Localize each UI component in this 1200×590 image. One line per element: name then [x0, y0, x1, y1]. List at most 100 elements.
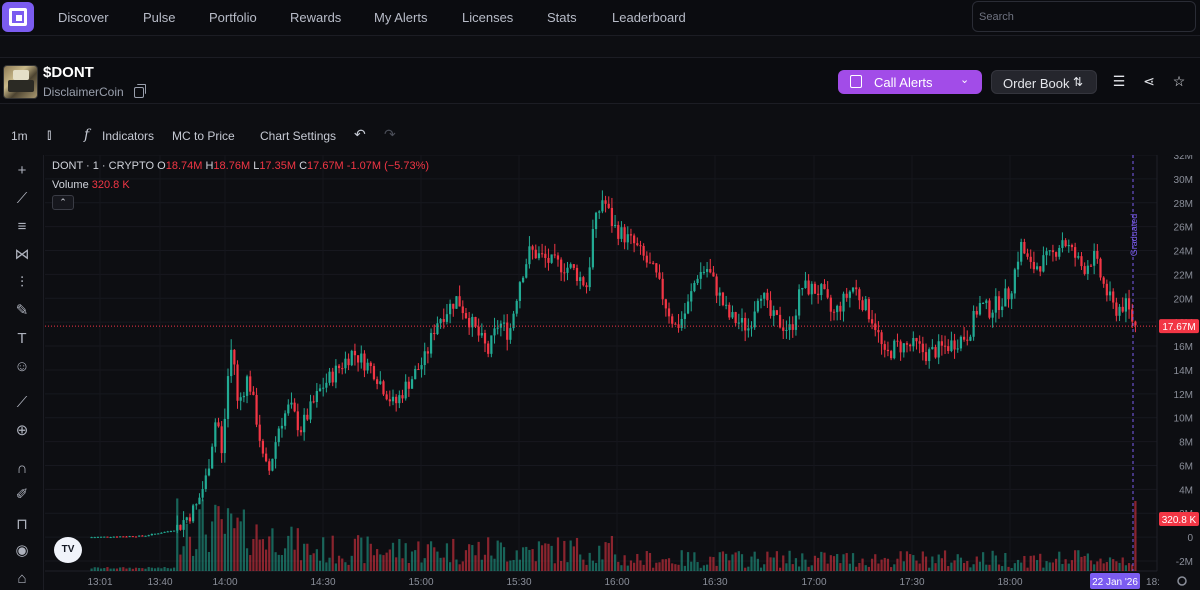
volume-bar: [718, 552, 721, 571]
text-icon[interactable]: T: [17, 330, 27, 347]
nav-rewards[interactable]: Rewards: [290, 10, 342, 25]
nav-discover[interactable]: Discover: [58, 10, 109, 25]
share-icon[interactable]: ⋖: [1143, 73, 1155, 89]
candle-body: [1074, 247, 1077, 258]
volume-bar: [1115, 561, 1118, 571]
volume-bar: [858, 562, 861, 571]
volume-bar: [966, 561, 969, 571]
volume-bar: [252, 538, 255, 571]
volume-bar: [182, 546, 185, 571]
lock-icon[interactable]: ⊓: [16, 516, 28, 533]
crosshair-icon[interactable]: +: [17, 162, 27, 179]
copy-icon[interactable]: [134, 84, 146, 98]
candle-body: [1089, 265, 1093, 267]
collapse-legend-button[interactable]: ⌃: [52, 195, 74, 210]
nav-licenses[interactable]: Licenses: [462, 10, 514, 25]
volume-bar: [379, 554, 382, 571]
indicators-button[interactable]: Indicators: [102, 129, 155, 143]
app-logo-icon[interactable]: [2, 2, 34, 32]
nav-portfolio[interactable]: Portfolio: [209, 10, 257, 25]
candle-body: [655, 263, 658, 273]
volume-bar: [157, 567, 160, 571]
ruler-icon[interactable]: ⟋: [16, 394, 28, 411]
emoji-icon[interactable]: ☺: [14, 358, 30, 375]
candle-body: [794, 315, 798, 330]
candle-body: [855, 287, 858, 290]
candle-body: [192, 505, 195, 522]
candle-body: [509, 328, 512, 340]
axis-settings-icon[interactable]: [1177, 576, 1187, 586]
nav-my-alerts[interactable]: My Alerts: [374, 10, 428, 25]
candle-body: [883, 344, 886, 350]
call-alerts-button[interactable]: Call Alerts ⌄: [838, 70, 982, 94]
brush-icon[interactable]: ✎: [15, 302, 29, 319]
order-book-button[interactable]: Order Book ⇅: [991, 70, 1097, 94]
fib-lines-icon[interactable]: ≡: [17, 218, 27, 235]
projection-icon[interactable]: ⫶: [20, 274, 24, 291]
candle-body: [217, 422, 220, 427]
function-icon: 𝑓: [84, 127, 90, 143]
volume-bar: [921, 551, 924, 571]
volume-bar: [905, 551, 909, 571]
x-tick-label: 17:30: [899, 577, 924, 588]
nav-leaderboard[interactable]: Leaderboard: [612, 10, 686, 25]
volume-bar: [750, 556, 753, 571]
nav-stats[interactable]: Stats: [547, 10, 577, 25]
nav-pulse[interactable]: Pulse: [143, 10, 176, 25]
lock-drawing-icon[interactable]: ✐: [15, 486, 29, 503]
volume-bar: [775, 551, 779, 571]
volume-bar: [620, 565, 623, 571]
volume-bar: [293, 549, 296, 571]
candle-body: [702, 271, 706, 273]
chart-settings-button[interactable]: Chart Settings: [260, 129, 337, 143]
candle-body: [391, 396, 395, 402]
volume-bar: [163, 567, 166, 571]
volume-bar: [483, 554, 487, 571]
volume-bar: [861, 558, 864, 571]
candle-body: [1134, 321, 1137, 326]
magnet-icon[interactable]: ∩: [16, 460, 28, 477]
trend-line-icon[interactable]: ⟋: [16, 190, 28, 207]
trash-icon[interactable]: ⌂: [17, 570, 27, 587]
candle-body: [172, 530, 176, 532]
volume-bar: [99, 568, 103, 571]
volume-bar: [309, 554, 312, 571]
mc-to-price-toggle[interactable]: MC to Price: [172, 129, 235, 143]
volume-bar: [261, 539, 265, 571]
volume-bar: [782, 555, 785, 571]
candle-body: [890, 351, 893, 359]
candle-body: [680, 318, 683, 328]
volume-bar: [712, 557, 715, 571]
volume-bar: [909, 554, 912, 571]
search-input[interactable]: Search: [972, 1, 1196, 32]
volume-group: [90, 498, 1137, 571]
volume-bar: [214, 504, 217, 571]
volume-bar: [1032, 555, 1035, 571]
candle-body: [893, 340, 896, 359]
volume-bar: [153, 568, 157, 571]
volume-bar: [896, 558, 899, 571]
candle-body: [252, 391, 255, 395]
volume-bar: [296, 528, 299, 571]
candle-body: [464, 313, 468, 319]
candle-body: [715, 276, 718, 296]
star-icon[interactable]: ☆: [1172, 73, 1186, 89]
pattern-icon[interactable]: ⋈: [14, 246, 30, 263]
price-chart[interactable]: 32M30M28M26M24M22M20M18M16M14M12M10M8M6M…: [45, 155, 1200, 590]
candle-body: [639, 245, 642, 247]
volume-bar: [705, 564, 709, 571]
redo-icon[interactable]: ↷: [384, 126, 396, 142]
candle-type-icon[interactable]: ⫾: [47, 126, 52, 142]
volume-label: Volume: [52, 179, 89, 191]
undo-icon[interactable]: ↶: [354, 126, 366, 142]
volume-bar: [832, 556, 836, 571]
zoom-icon[interactable]: ⊕: [15, 422, 29, 439]
interval-selector[interactable]: 1m: [11, 129, 28, 143]
volume-bar: [455, 559, 458, 571]
eye-icon[interactable]: ◉: [15, 542, 29, 559]
candle-body: [950, 340, 953, 351]
sliders-icon[interactable]: ☰: [1112, 73, 1126, 89]
volume-bar: [721, 551, 725, 571]
tradingview-logo[interactable]: TV: [54, 537, 82, 563]
volume-bar: [306, 543, 309, 571]
